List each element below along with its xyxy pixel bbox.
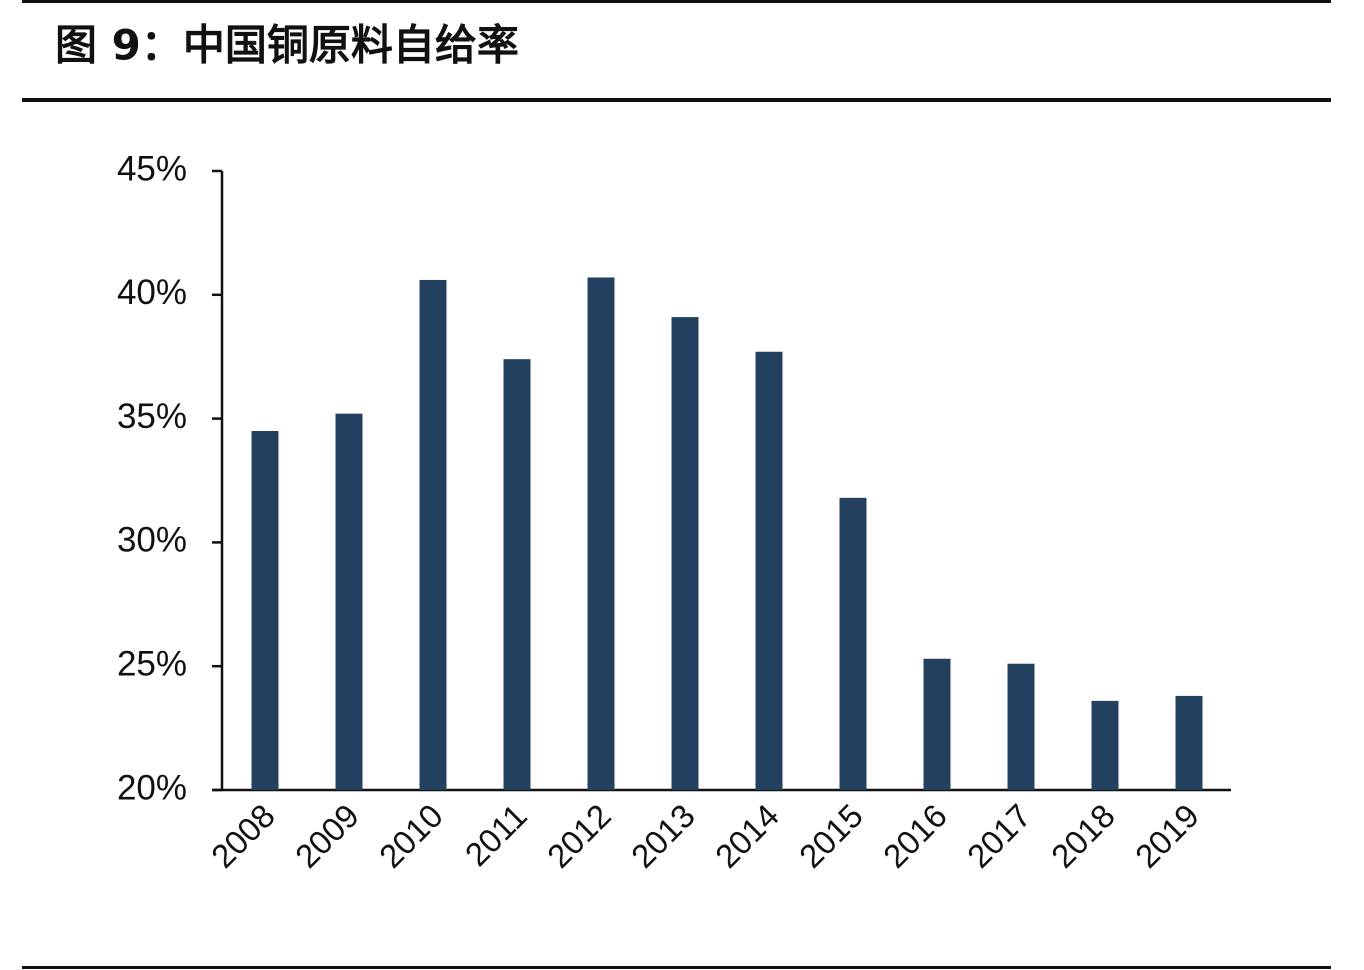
x-tick-label: 2014 [708, 797, 786, 875]
x-tick-label: 2017 [960, 797, 1038, 875]
x-tick-label: 2011 [458, 797, 534, 873]
bar [755, 351, 783, 790]
bottom-rule [22, 966, 1331, 969]
bar [335, 413, 363, 790]
x-tick-label: 2019 [1128, 797, 1206, 875]
chart-title: 图 9：中国铜原料自给率 [55, 21, 519, 70]
title-rule [22, 98, 1331, 102]
y-tick-label: 20% [117, 768, 187, 807]
y-tick-label: 30% [117, 521, 187, 560]
y-tick-label: 35% [117, 397, 187, 436]
x-tick-label: 2012 [540, 797, 618, 875]
y-tick-label: 25% [117, 644, 187, 683]
top-rule [22, 0, 1331, 3]
bar [1175, 695, 1203, 790]
bar [503, 359, 531, 790]
bar [671, 317, 699, 790]
y-tick-label: 45% [117, 149, 187, 188]
bar [251, 430, 279, 790]
x-tick-label: 2018 [1044, 797, 1122, 875]
x-tick-label: 2013 [624, 797, 702, 875]
bar [1007, 663, 1035, 790]
x-tick-label: 2016 [876, 797, 954, 875]
y-tick-label: 40% [117, 273, 187, 312]
bar [923, 658, 951, 790]
bar [1091, 700, 1119, 790]
x-tick-label: 2010 [372, 797, 450, 875]
bar [587, 277, 615, 790]
bar [839, 497, 867, 790]
bar [419, 279, 447, 790]
x-tick-label: 2009 [288, 797, 366, 875]
x-tick-label: 2008 [204, 797, 282, 875]
x-tick-label: 2015 [792, 797, 870, 875]
